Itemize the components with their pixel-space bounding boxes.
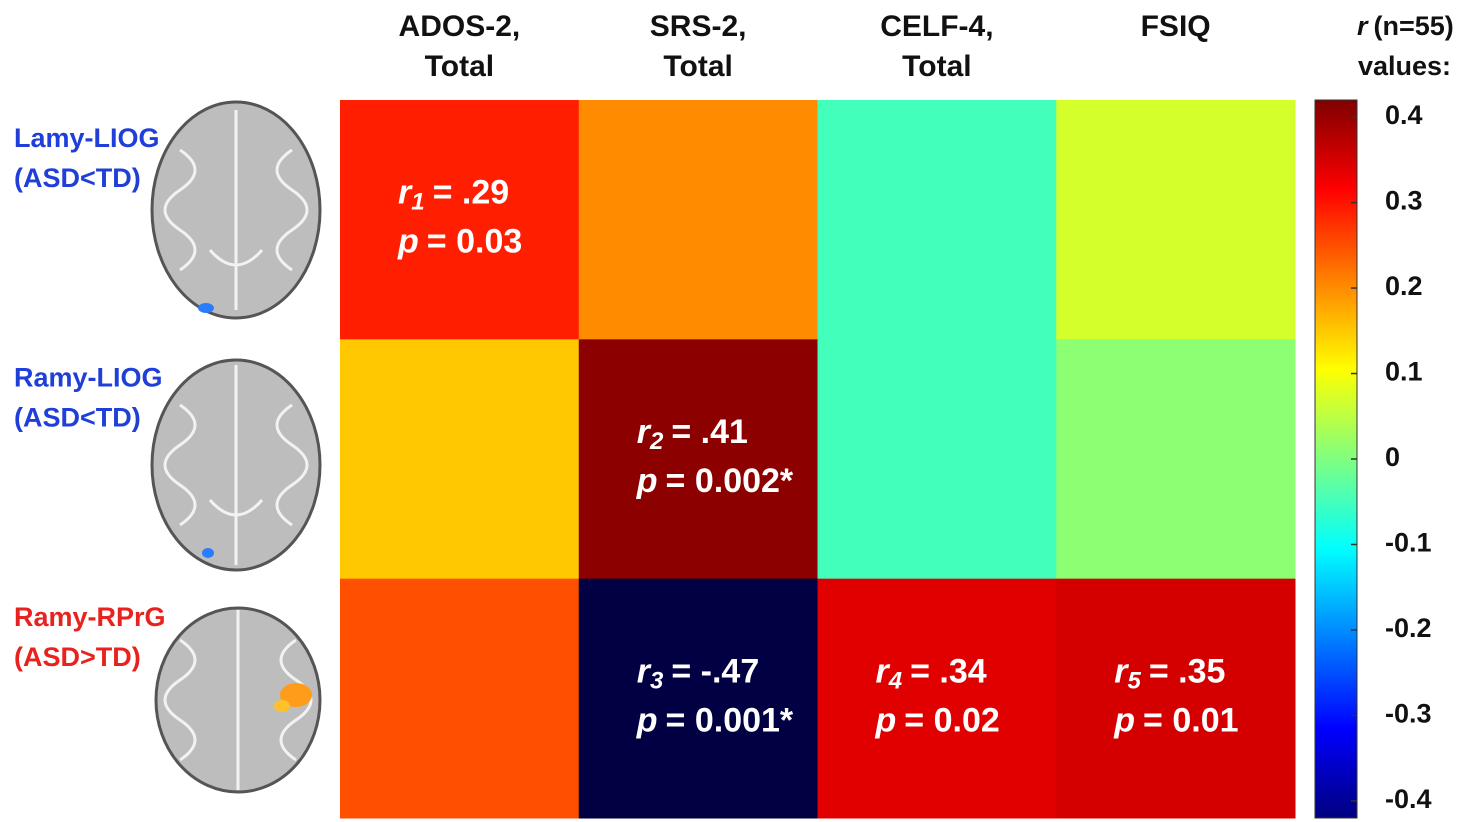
heatmap-cell: [340, 339, 579, 579]
p-value-label: = 0.02: [904, 701, 999, 739]
colorbar: [1315, 100, 1357, 818]
colorbar-tick-label: -0.2: [1385, 613, 1432, 643]
r-subscript: 1: [411, 189, 424, 216]
r-value-label: = .35: [1149, 652, 1226, 690]
p-value-label: = 0.002*: [666, 462, 794, 500]
colorbar-tick-label: 0.2: [1385, 271, 1423, 301]
colorbar-tick-label: -0.4: [1385, 784, 1432, 814]
column-label: FSIQ: [1141, 10, 1211, 43]
p-symbol: p: [397, 223, 419, 261]
heatmap-cell: [818, 339, 1057, 579]
heatmap-cell: [340, 579, 579, 819]
row-group-label: (ASD<TD): [14, 163, 141, 193]
column-label: ADOS-2,: [399, 10, 521, 43]
p-symbol: p: [636, 462, 658, 500]
colorbar-symbol: r: [1357, 11, 1369, 41]
r-value-label: = .41: [671, 413, 748, 451]
heatmap-cell: [818, 100, 1057, 340]
brain-image: [152, 360, 320, 570]
colorbar-tick-label: 0: [1385, 442, 1400, 472]
p-symbol: p: [875, 701, 897, 739]
heatmap-cell: [579, 579, 818, 819]
r-subscript: 2: [649, 428, 664, 455]
column-label: Total: [902, 50, 971, 83]
heatmap-cell: [340, 100, 579, 340]
colorbar-title-text: (n=55): [1374, 11, 1454, 41]
colorbar-tick-label: 0.4: [1385, 100, 1423, 130]
heatmap-cell: [818, 579, 1057, 819]
colorbar-tick-label: 0.3: [1385, 186, 1423, 216]
r-subscript: 3: [650, 668, 664, 695]
row-label: Ramy-RPrG: [14, 602, 166, 632]
chart: r1= .29p= 0.03r2= .41p= 0.002*r3= -.47p=…: [0, 0, 1480, 822]
r-subscript: 4: [888, 668, 902, 695]
cell-annotation: p= 0.01: [1113, 701, 1238, 739]
row-group-label: (ASD<TD): [14, 402, 141, 432]
colorbar-title: values:: [1358, 51, 1451, 81]
column-label: SRS-2,: [650, 10, 747, 43]
cell-annotation: p= 0.02: [875, 701, 1000, 739]
r-subscript: 5: [1127, 668, 1141, 695]
brain-image: [152, 102, 320, 318]
p-value-label: = 0.001*: [666, 701, 794, 739]
p-value-label: = 0.03: [427, 223, 522, 261]
row-label: Ramy-LIOG: [14, 362, 163, 392]
colorbar-title: r(n=55): [1357, 11, 1454, 41]
r-value-label: = -.47: [671, 652, 759, 690]
heatmap-cell: [1056, 339, 1295, 579]
p-value-label: = 0.01: [1143, 701, 1238, 739]
row-label: Lamy-LIOG: [14, 123, 160, 153]
heatmap-cell: [1056, 100, 1295, 340]
column-label: CELF-4,: [880, 10, 993, 43]
cell-annotation: p= 0.03: [397, 223, 522, 261]
heatmap-cell: [579, 100, 818, 340]
r-value-label: = .29: [433, 174, 510, 212]
p-symbol: p: [636, 701, 658, 739]
colorbar-tick-label: -0.3: [1385, 699, 1432, 729]
heatmap-cell: [1056, 579, 1295, 819]
row-group-label: (ASD>TD): [14, 642, 141, 672]
r-value-label: = .34: [910, 652, 987, 690]
brain-image: [156, 608, 320, 792]
column-label: Total: [425, 50, 494, 83]
colorbar-tick-label: -0.1: [1385, 528, 1432, 558]
column-label: Total: [663, 50, 732, 83]
colorbar-tick-label: 0.1: [1385, 357, 1423, 387]
heatmap-cell: [579, 339, 818, 579]
p-symbol: p: [1113, 701, 1135, 739]
